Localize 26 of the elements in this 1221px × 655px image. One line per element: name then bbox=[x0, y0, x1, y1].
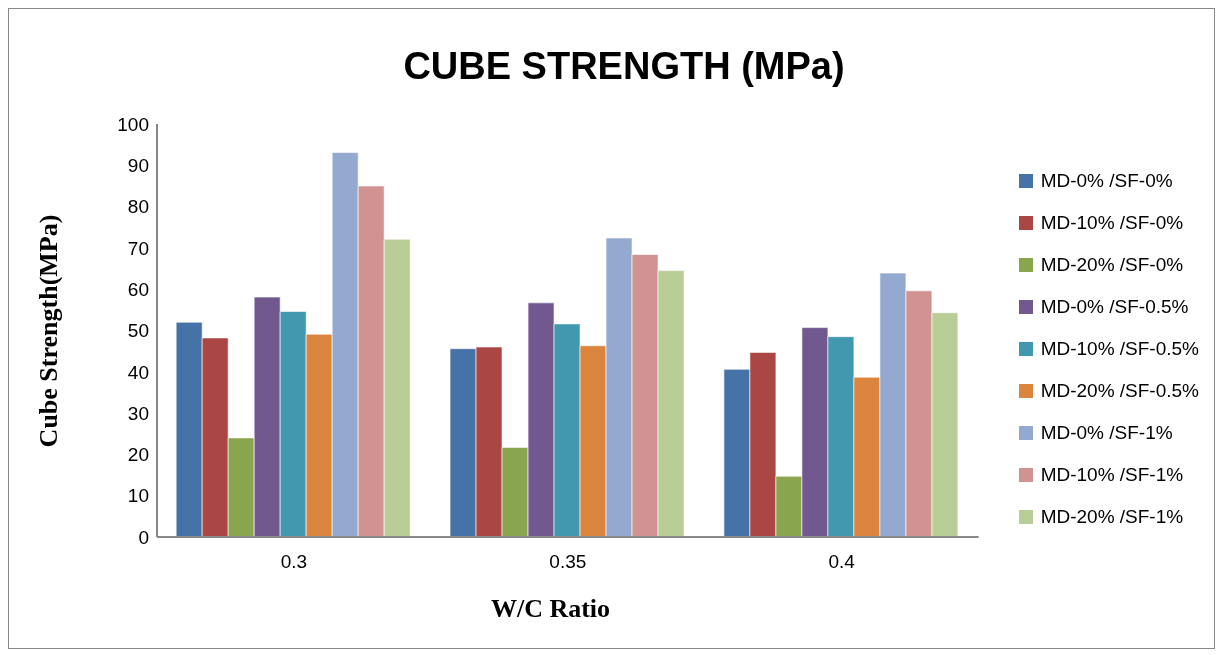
legend-label: MD-20% /SF-0% bbox=[1040, 254, 1184, 276]
y-axis-title: Cube Strength(MPa) bbox=[34, 214, 64, 448]
y-tick-label: 10 bbox=[127, 485, 149, 507]
y-tick-label: 40 bbox=[127, 361, 149, 383]
y-tick-label: 60 bbox=[127, 278, 149, 300]
y-tick-label: 80 bbox=[127, 196, 149, 218]
y-tick-label: 50 bbox=[127, 320, 149, 342]
y-tick-label: 30 bbox=[127, 402, 149, 424]
x-tick-label: 0.4 bbox=[828, 551, 856, 573]
legend-label: MD-10% /SF-1% bbox=[1040, 464, 1184, 486]
legend-label: MD-10% /SF-0.5% bbox=[1040, 338, 1199, 360]
y-tick-label: 20 bbox=[127, 444, 149, 466]
legend-label: MD-10% /SF-0% bbox=[1040, 212, 1184, 234]
y-tick-label: 70 bbox=[127, 237, 149, 259]
legend-label: MD-20% /SF-0.5% bbox=[1040, 380, 1199, 402]
legend-label: MD-0% /SF-0.5% bbox=[1040, 296, 1189, 318]
chart-title: CUBE STRENGTH (MPa) bbox=[402, 45, 846, 88]
legend-label: MD-0% /SF-1% bbox=[1040, 422, 1173, 444]
x-axis-title: W/C Ratio bbox=[489, 594, 612, 624]
x-tick-label: 0.35 bbox=[549, 551, 587, 573]
x-tick-label: 0.3 bbox=[280, 551, 308, 573]
y-tick-label: 100 bbox=[117, 113, 149, 135]
legend-label: MD-20% /SF-1% bbox=[1040, 506, 1184, 528]
y-tick-label: 0 bbox=[138, 526, 149, 548]
legend-label: MD-0% /SF-0% bbox=[1040, 170, 1173, 192]
y-tick-label: 90 bbox=[127, 155, 149, 177]
